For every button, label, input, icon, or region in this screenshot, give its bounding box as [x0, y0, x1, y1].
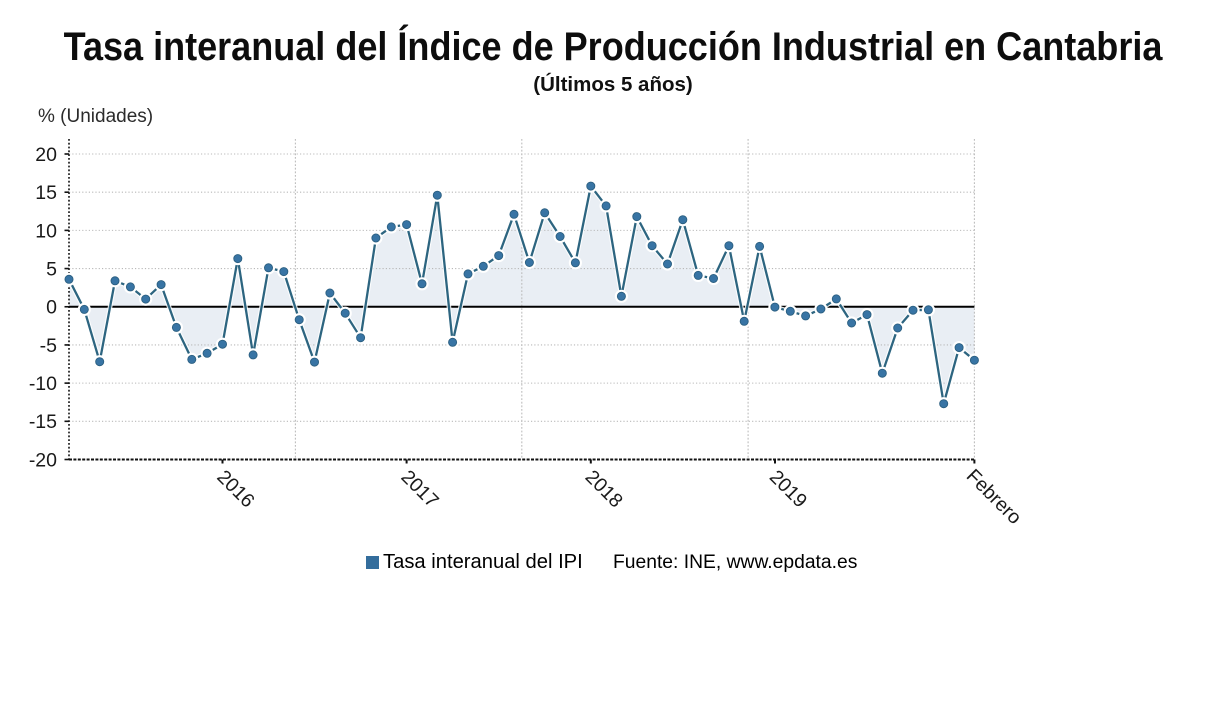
svg-text:0: 0	[46, 297, 57, 319]
svg-text:2019: 2019	[765, 466, 811, 512]
svg-text:2016: 2016	[212, 466, 258, 512]
svg-text:2017: 2017	[397, 466, 443, 512]
svg-text:-20: -20	[29, 449, 57, 471]
svg-text:20: 20	[35, 144, 57, 166]
svg-text:15: 15	[35, 182, 57, 204]
svg-text:-15: -15	[29, 411, 57, 433]
svg-text:Febrero: Febrero	[962, 465, 1026, 529]
svg-text:10: 10	[35, 220, 57, 242]
svg-text:-10: -10	[29, 373, 57, 395]
svg-text:2018: 2018	[581, 466, 627, 512]
svg-text:5: 5	[46, 258, 57, 280]
svg-text:-5: -5	[40, 335, 57, 357]
